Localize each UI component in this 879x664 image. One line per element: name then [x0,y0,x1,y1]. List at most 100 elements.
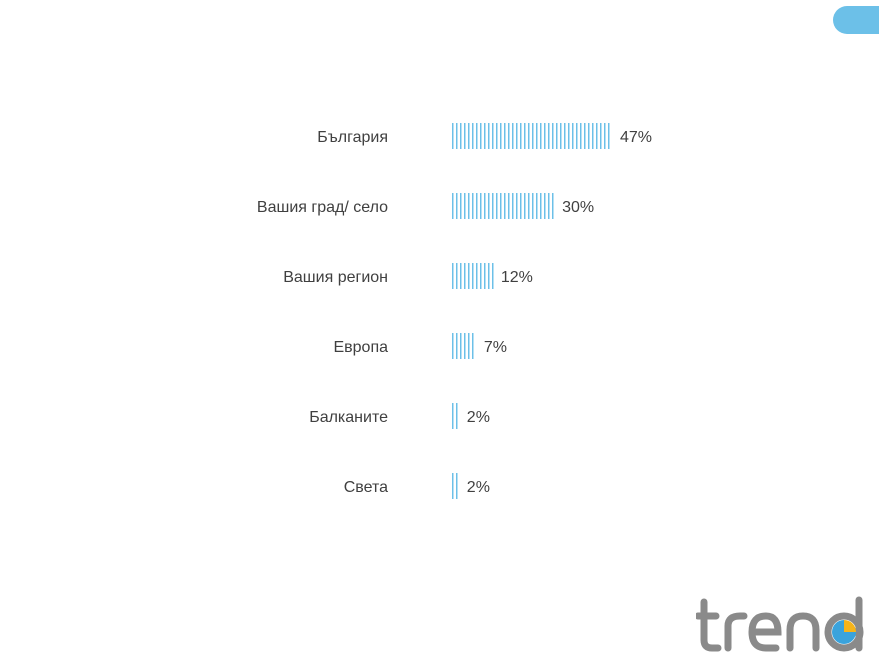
bar-stripe [500,193,502,219]
bar-stripe [552,193,554,219]
bar-stripe [456,123,458,149]
bar-stripe [556,123,558,149]
bar-stripe [588,123,590,149]
bar-stripe [488,123,490,149]
bar-stripe [460,333,462,359]
category-label: България [317,129,388,146]
bar-stripe [596,123,598,149]
bar-stripe [584,123,586,149]
bar-stripe [488,193,490,219]
bar-stripe [468,193,470,219]
bar-stripe [468,263,470,289]
bar-stripe [452,403,454,429]
bar-stripe [572,123,574,149]
bar-stripe [560,123,562,149]
bar-stripe [460,123,462,149]
bar-stripe [528,123,530,149]
bar-stripe [540,193,542,219]
bar [452,123,610,149]
bar-row: Европа 7% [333,333,507,359]
bar-stripe [488,263,490,289]
bar-stripe [564,123,566,149]
bar-stripe [480,123,482,149]
bar-stripe [520,193,522,219]
bar-stripe [516,123,518,149]
bar-stripe [468,123,470,149]
bar-stripe [472,193,474,219]
bar-stripe [492,123,494,149]
value-label: 30% [562,199,594,216]
bar [452,473,458,499]
bar-stripe [476,123,478,149]
bar-stripe [480,263,482,289]
bar [452,333,474,359]
bar-stripe [484,193,486,219]
bar-stripe [464,263,466,289]
bar-stripe [456,333,458,359]
bar-stripe [476,193,478,219]
bar-stripe [608,123,610,149]
bar-stripe [472,123,474,149]
value-label: 7% [484,339,507,356]
bar-row: Света 2% [344,473,490,499]
bar-stripe [544,193,546,219]
bar-stripe [452,123,454,149]
bar-stripe [508,123,510,149]
bar-stripe [592,123,594,149]
bar-stripe [536,193,538,219]
bar-stripe [468,333,470,359]
bar-stripe [492,263,494,289]
bar-stripe [472,333,474,359]
bar-stripe [528,193,530,219]
trend-logo [696,596,864,652]
bar-stripe [452,473,454,499]
bar-stripe [464,333,466,359]
bar-stripe [504,123,506,149]
bar-stripe [568,123,570,149]
bar-stripe [548,123,550,149]
bar-stripe [512,123,514,149]
bar [452,193,554,219]
bar-stripe [548,193,550,219]
category-label: Вашия град/ село [257,199,388,216]
bar-stripe [456,473,458,499]
bar-stripe [500,123,502,149]
bar-stripe [456,403,458,429]
bar-stripe [576,123,578,149]
bar-stripe [472,263,474,289]
bar-stripe [460,193,462,219]
category-label: Вашия регион [283,269,388,286]
value-label: 2% [467,409,490,426]
bar-stripe [480,193,482,219]
bar [452,403,458,429]
bar-row: България 47% [317,123,652,149]
bar-stripe [508,193,510,219]
bar-stripe [532,123,534,149]
bar-stripe [456,193,458,219]
bar-stripe [532,193,534,219]
bar-stripe [504,193,506,219]
bar-row: Балканите 2% [309,403,490,429]
bar-stripe [464,123,466,149]
bar-stripe [496,193,498,219]
bar-stripe [580,123,582,149]
bar-stripe [604,123,606,149]
bar-stripe [460,263,462,289]
bar-stripe [452,333,454,359]
category-label: Балканите [309,409,388,426]
bar-stripe [476,263,478,289]
bar-stripe [464,193,466,219]
bar-stripe [600,123,602,149]
bar-row: Вашия регион 12% [283,263,533,289]
value-label: 12% [501,269,533,286]
bar-stripe [524,123,526,149]
bar-stripe [536,123,538,149]
bar-stripe [452,263,454,289]
bar-stripe [496,123,498,149]
bar [452,263,494,289]
bar-stripe [484,123,486,149]
bar-stripe [456,263,458,289]
category-label: Европа [333,339,388,356]
bar-stripe [512,193,514,219]
